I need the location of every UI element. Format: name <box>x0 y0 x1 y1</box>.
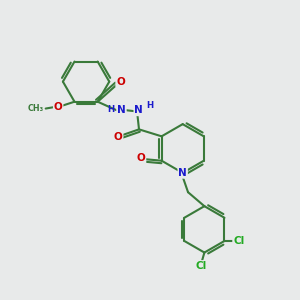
Text: N: N <box>117 105 126 115</box>
Text: CH₃: CH₃ <box>28 104 44 113</box>
Text: Cl: Cl <box>196 261 207 271</box>
Text: O: O <box>114 132 123 142</box>
Text: Cl: Cl <box>233 236 244 246</box>
Text: O: O <box>116 76 125 86</box>
Text: O: O <box>137 153 146 163</box>
Text: N: N <box>178 168 187 178</box>
Text: N: N <box>134 105 143 115</box>
Text: H: H <box>146 101 154 110</box>
Text: H: H <box>107 105 115 114</box>
Text: O: O <box>54 102 62 112</box>
